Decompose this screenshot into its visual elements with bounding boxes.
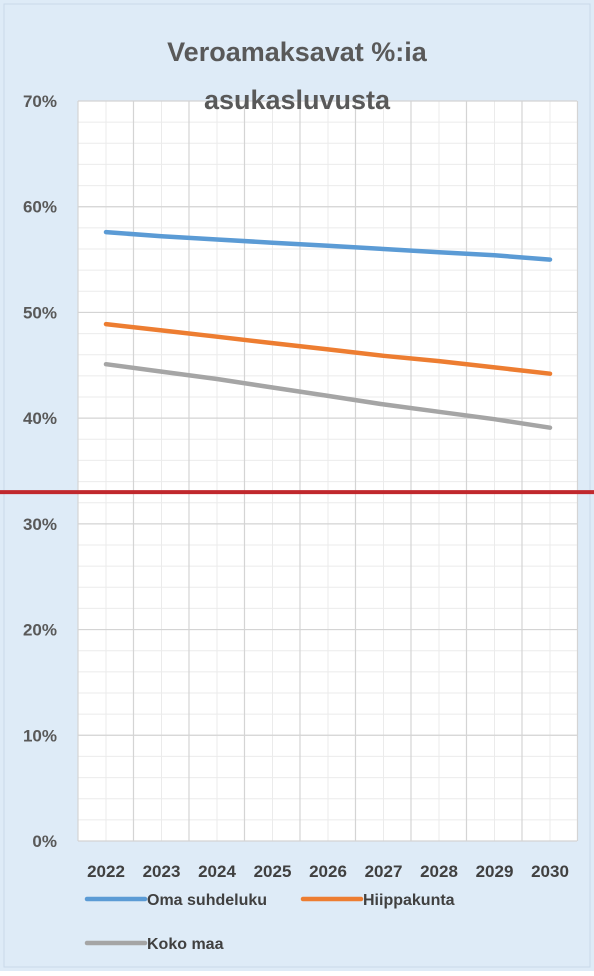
x-tick-label: 2028 — [420, 862, 458, 881]
y-tick-label: 50% — [23, 303, 57, 322]
x-axis-ticks: 2022 2023 2024 2025 2026 2027 2028 2029 2030 — [87, 862, 569, 881]
chart-title-line-2: asukasluvusta — [204, 85, 391, 115]
chart-title-line-1: Veroamaksavat %:ia — [167, 37, 428, 67]
x-tick-label: 2026 — [309, 862, 347, 881]
major-gridlines — [77, 100, 579, 842]
y-tick-label: 70% — [23, 92, 57, 111]
series-line — [103, 229, 553, 262]
legend: Oma suhdeluku Hiippakunta Koko maa — [84, 892, 455, 953]
x-tick-label: 2025 — [254, 862, 292, 881]
legend-label: Oma suhdeluku — [147, 892, 267, 909]
y-tick-label: 20% — [23, 621, 57, 640]
x-tick-label: 2027 — [365, 862, 403, 881]
x-tick-label: 2030 — [531, 862, 569, 881]
series-line — [103, 321, 553, 376]
y-tick-label: 0% — [32, 832, 57, 851]
series-line — [103, 361, 553, 430]
legend-label: Koko maa — [147, 936, 224, 953]
y-tick-label: 40% — [23, 409, 57, 428]
chart-title: Veroamaksavat %:ia asukasluvusta — [167, 37, 428, 115]
y-tick-label: 10% — [23, 726, 57, 745]
y-axis-ticks: 0% 10% 20% 30% 40% 50% 60% 70% — [23, 92, 57, 851]
x-tick-label: 2022 — [87, 862, 125, 881]
x-tick-label: 2029 — [476, 862, 514, 881]
y-tick-label: 30% — [23, 515, 57, 534]
y-tick-label: 60% — [23, 198, 57, 217]
legend-label: Hiippakunta — [363, 892, 455, 909]
x-tick-label: 2023 — [143, 862, 181, 881]
chart-border — [3, 3, 591, 968]
series-lines — [103, 229, 553, 430]
x-tick-label: 2024 — [198, 862, 236, 881]
